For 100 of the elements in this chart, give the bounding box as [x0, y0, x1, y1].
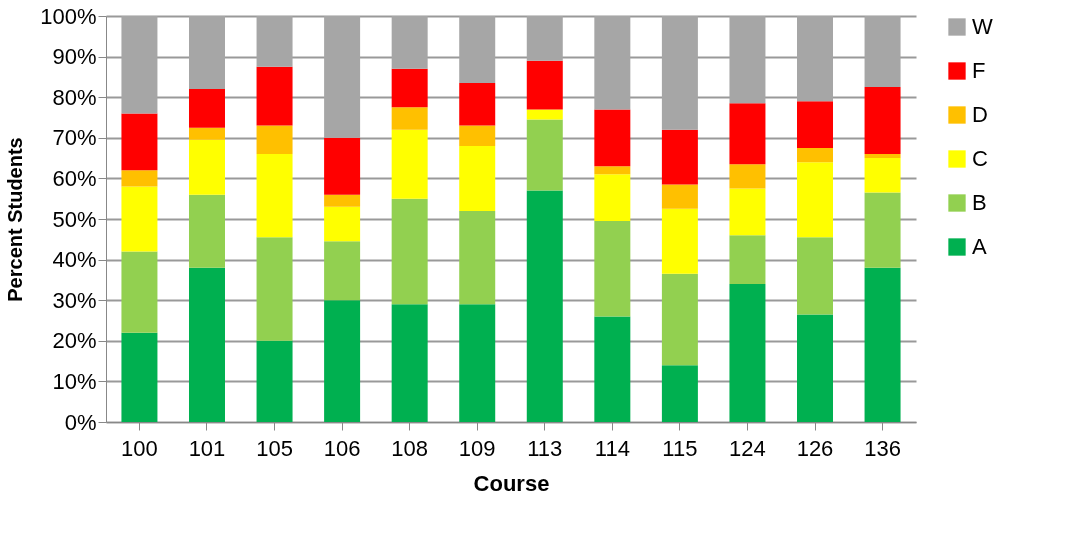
bar [864, 16, 901, 88]
legend-label: F [972, 58, 986, 83]
x-tick-label: 124 [729, 435, 766, 461]
x-tick-label: 136 [864, 435, 901, 461]
legend-label: D [972, 102, 988, 127]
x-axis-title: Course [473, 470, 550, 496]
bar [121, 113, 158, 171]
x-tick-label: 100 [121, 435, 158, 461]
bar [864, 154, 901, 159]
bar [864, 87, 901, 155]
bar [256, 340, 293, 422]
bar [256, 154, 293, 238]
bar [459, 82, 496, 126]
bar [797, 101, 833, 148]
bar [729, 164, 766, 189]
x-tick-label: 105 [256, 435, 293, 461]
y-tick-label: 30% [52, 287, 97, 313]
y-tick-label: 40% [52, 247, 97, 273]
x-tick-label: 101 [188, 435, 226, 461]
bar [729, 188, 766, 236]
bar [661, 16, 698, 130]
y-tick-label: 100% [40, 3, 97, 29]
x-tick-label: 114 [594, 435, 630, 461]
bar [797, 147, 833, 163]
bar [324, 16, 361, 138]
bar [324, 241, 361, 301]
bar [594, 221, 631, 317]
bar [661, 208, 698, 274]
y-tick-label: 90% [52, 44, 97, 70]
x-tick-label: 108 [391, 435, 429, 461]
bar [526, 60, 563, 110]
bar [391, 16, 428, 69]
bar [661, 129, 698, 185]
bar [526, 16, 563, 61]
bar [797, 237, 833, 315]
bar [661, 365, 698, 422]
legend-label: W [972, 14, 993, 39]
x-tick-label: 106 [323, 435, 361, 461]
x-tick-label: 113 [527, 435, 563, 461]
bar [459, 145, 496, 211]
bar [189, 194, 225, 268]
bar [256, 16, 293, 67]
bar [121, 16, 158, 114]
bar [797, 314, 833, 422]
bar [661, 184, 698, 209]
bar [121, 251, 158, 333]
y-tick-label: 80% [52, 84, 97, 110]
bar [729, 16, 766, 104]
bar [189, 16, 225, 90]
y-tick-label: 20% [52, 328, 97, 354]
bar [729, 235, 766, 284]
bar [391, 68, 428, 108]
bar [459, 210, 496, 305]
bar [121, 332, 158, 422]
bar [729, 103, 766, 165]
bar [121, 170, 158, 187]
bar [594, 16, 631, 110]
bar [864, 267, 901, 422]
bar [324, 194, 361, 207]
bar [864, 192, 901, 268]
bar [594, 174, 631, 222]
y-tick-label: 50% [52, 206, 97, 232]
bar [256, 125, 293, 155]
bar [324, 206, 361, 242]
bar [594, 166, 631, 175]
y-axis-title: Percent Students [4, 137, 27, 302]
x-tick-label: 126 [796, 435, 834, 461]
bar [189, 139, 225, 195]
bar [864, 158, 901, 193]
x-tick-label: 109 [458, 435, 496, 461]
bar [526, 119, 563, 191]
bar [324, 137, 361, 195]
bar [526, 190, 563, 422]
bar [391, 304, 428, 422]
bar [797, 162, 833, 238]
bar [391, 107, 428, 130]
y-tick-label: 0% [64, 409, 97, 435]
bar [189, 267, 225, 422]
bar [459, 16, 496, 83]
y-tick-label: 60% [52, 165, 97, 191]
legend-label: A [972, 234, 987, 259]
bar [391, 198, 428, 305]
bar [526, 109, 563, 120]
bar [594, 316, 631, 422]
bar [797, 16, 833, 102]
bar [121, 186, 158, 252]
bar [256, 237, 293, 341]
legend-label: C [972, 146, 988, 171]
bar [661, 273, 698, 366]
y-tick-label: 10% [52, 368, 97, 394]
bar [729, 283, 766, 422]
bar [189, 127, 225, 140]
legend-label: B [972, 190, 987, 215]
bar [459, 125, 496, 146]
bar [324, 300, 361, 422]
x-tick-label: 115 [662, 435, 698, 461]
bar [459, 304, 496, 422]
y-tick-label: 70% [52, 125, 97, 151]
bar [594, 109, 631, 167]
bar [189, 89, 225, 128]
